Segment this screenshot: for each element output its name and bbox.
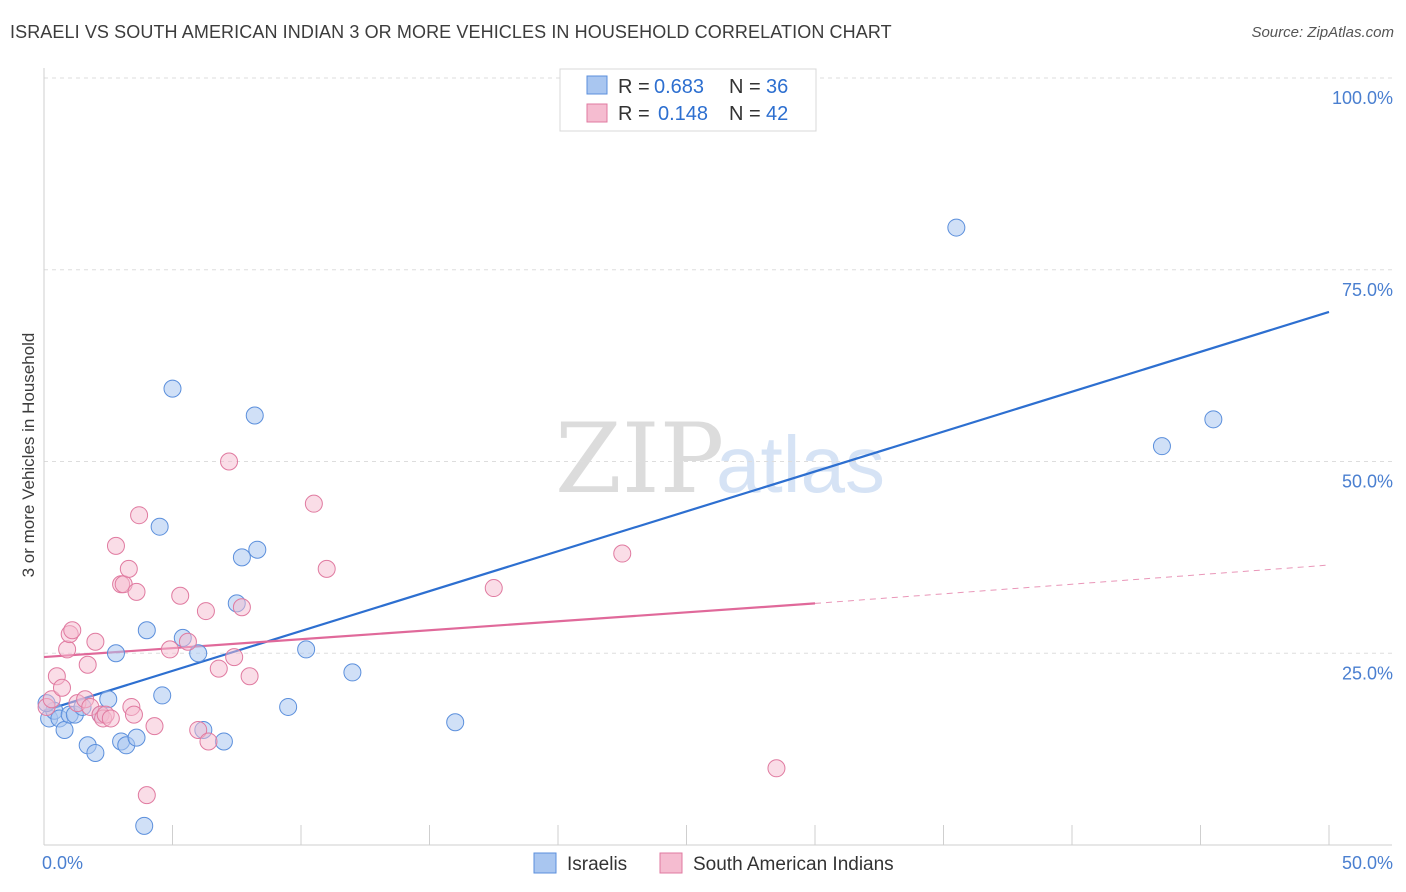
data-point-south-american-indians [220, 452, 239, 471]
legend-box: R = 0.683 N = 36 R = 0.148 N = 42 [559, 68, 817, 132]
data-point-south-american-indians [232, 598, 251, 617]
data-point-israelis [947, 218, 966, 237]
data-point-israelis [163, 379, 182, 398]
data-point-south-american-indians [196, 602, 215, 621]
data-point-israelis [86, 743, 105, 762]
trend-line [814, 564, 1330, 604]
legend-n-label-1: N = [729, 76, 761, 98]
data-point-israelis [1152, 437, 1171, 456]
data-point-south-american-indians [42, 690, 61, 709]
watermark-atlas: atlas [716, 420, 885, 509]
data-point-israelis [248, 540, 267, 559]
data-point-israelis [135, 816, 154, 835]
data-point-south-american-indians [317, 559, 336, 578]
data-point-israelis [1204, 410, 1223, 429]
bottom-legend-swatch-israelis [533, 852, 557, 874]
data-point-israelis [55, 720, 74, 739]
x-tick-label: 0.0% [42, 853, 83, 873]
data-point-south-american-indians [240, 667, 259, 686]
legend-r-value-1: 0.683 [654, 76, 704, 98]
data-point-south-american-indians [189, 720, 208, 739]
data-point-south-american-indians [209, 659, 228, 678]
x-tick-labels: 0.0% 50.0% [42, 853, 1393, 873]
data-point-south-american-indians [171, 586, 190, 605]
data-point-south-american-indians [178, 632, 197, 651]
data-point-south-american-indians [119, 559, 138, 578]
data-point-south-american-indians [58, 640, 77, 659]
chart-source: Source: ZipAtlas.com [1251, 24, 1394, 41]
data-point-south-american-indians [106, 536, 125, 555]
data-point-israelis [343, 663, 362, 682]
legend-r-label-1: R = [618, 76, 650, 98]
data-point-israelis [106, 644, 125, 663]
y-tick-label: 25.0% [1342, 663, 1393, 683]
legend-r-label-2: R = [618, 103, 650, 125]
data-point-south-american-indians [767, 759, 786, 778]
data-point-south-american-indians [101, 709, 120, 728]
y-tick-label: 50.0% [1342, 472, 1393, 492]
y-tick-label: 75.0% [1342, 280, 1393, 300]
data-point-israelis [446, 713, 465, 732]
data-point-south-american-indians [52, 678, 71, 697]
data-point-israelis [189, 644, 208, 663]
bottom-legend-swatch-sai [659, 852, 683, 874]
data-point-israelis [127, 728, 146, 747]
data-point-south-american-indians [145, 717, 164, 736]
data-point-south-american-indians [613, 544, 632, 563]
data-point-south-american-indians [137, 786, 156, 805]
legend-swatch-sai [586, 103, 608, 123]
legend-n-value-1: 36 [766, 76, 788, 98]
legend-n-value-2: 42 [766, 103, 788, 125]
data-point-israelis [153, 686, 172, 705]
data-point-israelis [279, 697, 298, 716]
data-point-south-american-indians [63, 621, 82, 640]
data-point-south-american-indians [199, 732, 218, 751]
data-point-israelis [214, 732, 233, 751]
x-tick-label: 50.0% [1342, 853, 1393, 873]
data-point-south-american-indians [160, 640, 179, 659]
data-point-israelis [245, 406, 264, 425]
bottom-legend: Israelis South American Indians [533, 852, 894, 875]
data-point-israelis [99, 690, 118, 709]
watermark-zip: ZIP [555, 403, 724, 515]
y-tick-labels: 100.0% 75.0% 50.0% 25.0% [1332, 88, 1393, 683]
legend-n-label-2: N = [729, 103, 761, 125]
data-point-south-american-indians [304, 494, 323, 513]
data-point-south-american-indians [86, 632, 105, 651]
bottom-legend-israelis: Israelis [567, 854, 627, 875]
series-south-american-indians [37, 452, 786, 805]
data-point-south-american-indians [127, 582, 146, 601]
data-point-south-american-indians [124, 705, 143, 724]
bottom-legend-sai: South American Indians [693, 854, 894, 875]
data-point-south-american-indians [130, 506, 149, 525]
axes [43, 68, 1392, 846]
data-point-south-american-indians [484, 579, 503, 598]
y-axis-label: 3 or more Vehicles in Household [19, 333, 38, 578]
trend-line [43, 310, 1330, 712]
data-point-israelis [297, 640, 316, 659]
y-tick-label: 100.0% [1332, 88, 1393, 108]
legend-swatch-israelis [586, 75, 608, 95]
data-point-south-american-indians [78, 655, 97, 674]
legend-r-value-2: 0.148 [658, 103, 708, 125]
data-point-israelis [137, 621, 156, 640]
grid-lines [44, 77, 1392, 654]
data-point-south-american-indians [225, 648, 244, 667]
data-point-israelis [150, 517, 169, 536]
trend-line [43, 602, 816, 659]
chart-title: ISRAELI VS SOUTH AMERICAN INDIAN 3 OR MO… [10, 22, 892, 42]
data-point-israelis [232, 548, 251, 567]
